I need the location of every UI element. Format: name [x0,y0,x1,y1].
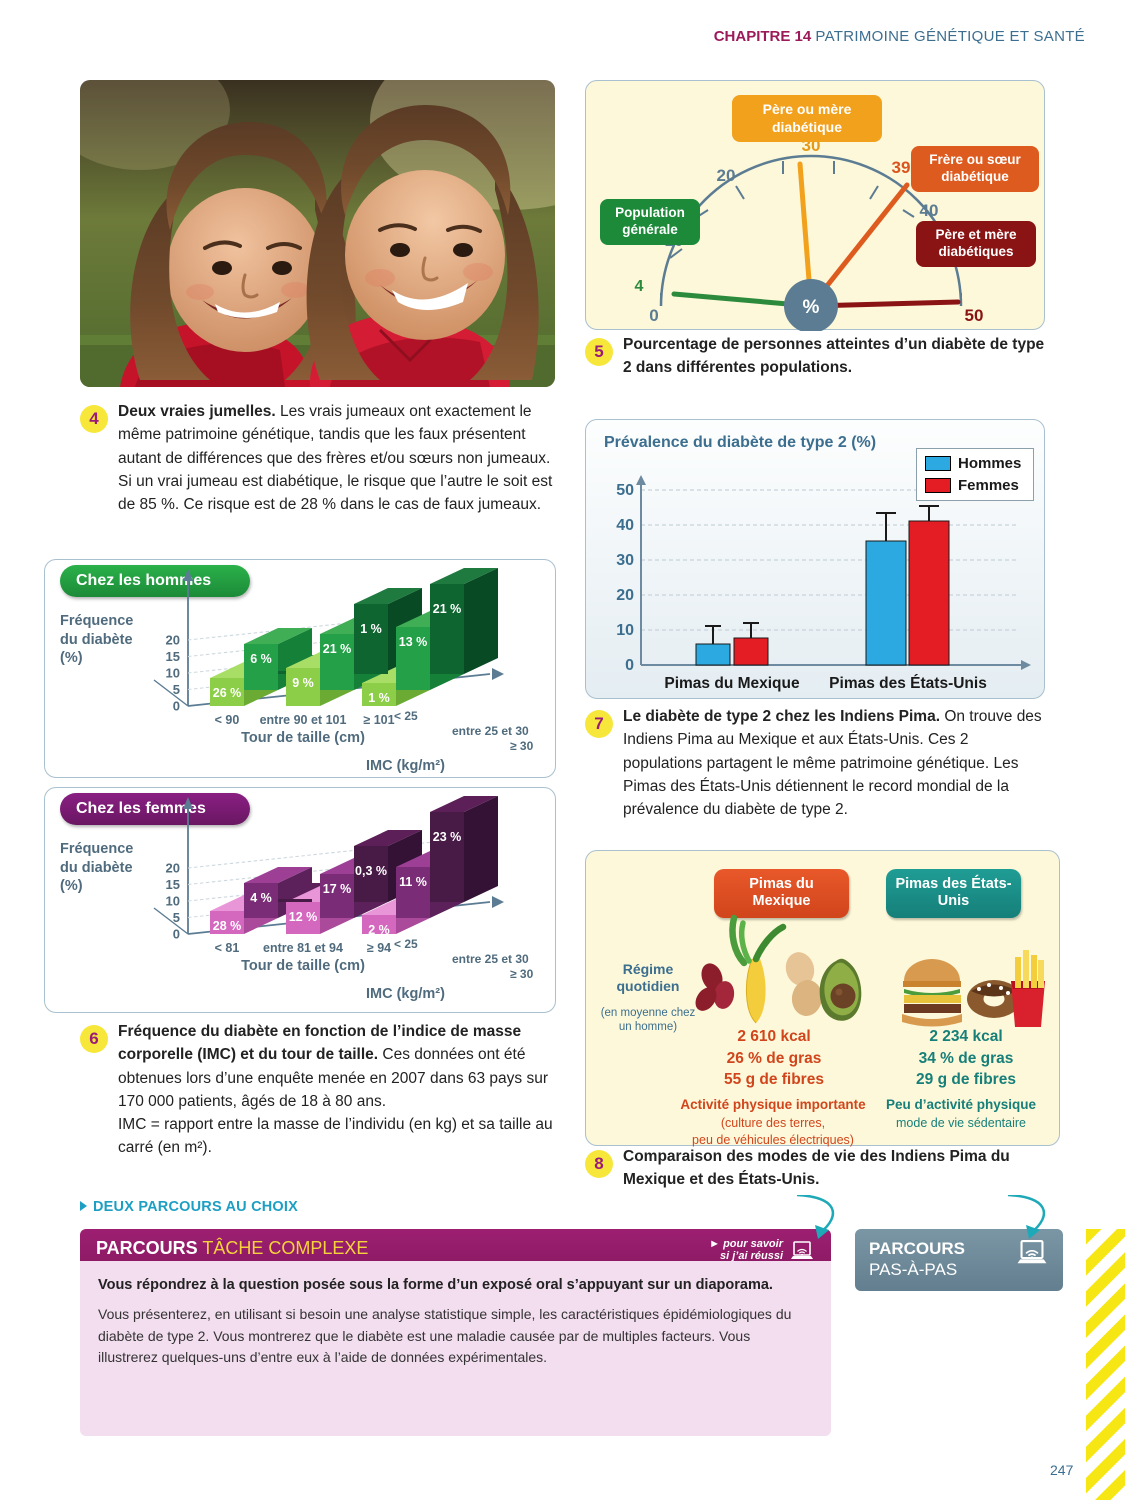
svg-text:≥ 94: ≥ 94 [367,941,391,955]
svg-text:40: 40 [920,201,939,220]
svg-text:11 %: 11 % [399,875,427,889]
svg-text:entre 25 et 30: entre 25 et 30 [452,724,529,738]
svg-text:< 25: < 25 [394,937,418,951]
svg-text:4: 4 [635,278,644,295]
svg-text:%: % [803,297,820,318]
svg-text:4 %: 4 % [250,891,272,905]
svg-text:Pimas des États-Unis: Pimas des États-Unis [829,675,987,692]
svg-text:15: 15 [166,649,180,664]
svg-text:20: 20 [616,587,634,604]
svg-text:30: 30 [616,552,634,569]
svg-text:≥ 101: ≥ 101 [363,713,394,727]
svg-text:23 %: 23 % [433,830,462,844]
svg-text:IMC (kg/m²): IMC (kg/m²) [366,986,445,1002]
svg-text:< 81: < 81 [215,941,240,955]
svg-text:IMC (kg/m²): IMC (kg/m²) [366,758,445,774]
svg-text:26 %: 26 % [213,686,242,700]
svg-text:20: 20 [717,166,736,185]
svg-text:10: 10 [616,622,634,639]
svg-text:15: 15 [166,877,180,892]
svg-text:28 %: 28 % [213,919,242,933]
svg-text:0: 0 [173,699,180,714]
svg-text:0: 0 [649,306,658,325]
svg-text:13 %: 13 % [399,635,428,649]
svg-text:0: 0 [625,657,634,674]
svg-text:9 %: 9 % [292,676,314,690]
svg-text:2 %: 2 % [368,923,390,937]
svg-text:< 90: < 90 [215,713,240,727]
svg-text:≥ 30: ≥ 30 [510,739,534,753]
svg-text:5: 5 [173,910,180,925]
svg-text:50: 50 [965,306,984,325]
svg-text:20: 20 [166,861,180,876]
svg-text:1 %: 1 % [360,622,382,636]
svg-text:Pimas du Mexique: Pimas du Mexique [664,675,800,692]
svg-text:entre 81 et 94: entre 81 et 94 [263,941,343,955]
svg-text:entre 90 et 101: entre 90 et 101 [260,713,347,727]
svg-text:20: 20 [166,633,180,648]
svg-text:1 %: 1 % [368,691,390,705]
svg-text:10: 10 [166,666,180,681]
svg-text:entre 25 et 30: entre 25 et 30 [452,952,529,966]
svg-text:40: 40 [616,517,634,534]
svg-text:Tour de taille (cm): Tour de taille (cm) [241,958,365,974]
svg-text:21 %: 21 % [323,642,352,656]
svg-text:Tour de taille (cm): Tour de taille (cm) [241,730,365,746]
svg-text:6 %: 6 % [250,652,272,666]
svg-text:39: 39 [892,158,911,177]
svg-text:21 %: 21 % [433,602,462,616]
svg-text:≥ 30: ≥ 30 [510,967,534,981]
svg-text:0,3 %: 0,3 % [355,864,387,878]
svg-text:10: 10 [166,894,180,909]
svg-text:17 %: 17 % [323,882,352,896]
svg-text:50: 50 [616,482,634,499]
svg-text:< 25: < 25 [394,709,418,723]
svg-text:0: 0 [173,927,180,942]
svg-text:5: 5 [173,682,180,697]
svg-text:12 %: 12 % [289,910,318,924]
